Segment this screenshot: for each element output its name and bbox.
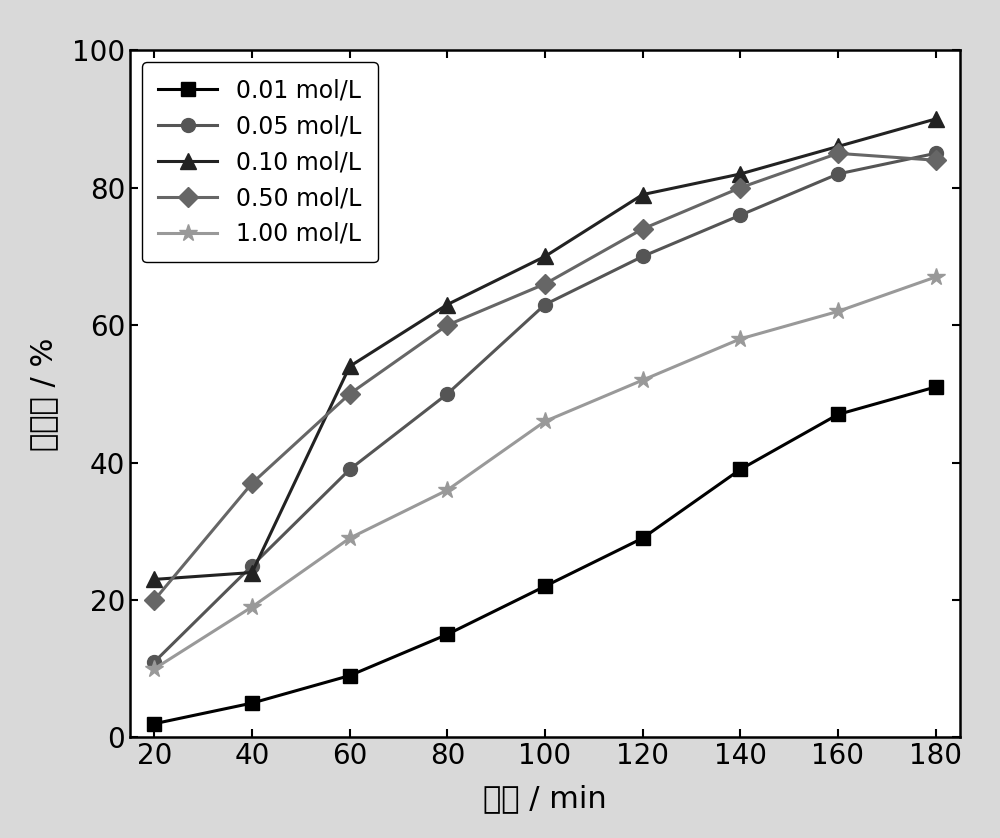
0.01 mol/L <box>832 410 844 420</box>
0.50 mol/L <box>148 595 160 605</box>
0.01 mol/L <box>148 719 160 729</box>
0.01 mol/L <box>734 464 746 474</box>
Y-axis label: 降解率 / %: 降解率 / % <box>29 337 58 451</box>
1.00 mol/L <box>637 375 649 385</box>
1.00 mol/L <box>441 485 453 495</box>
0.05 mol/L <box>539 299 551 309</box>
0.10 mol/L <box>344 361 356 371</box>
0.05 mol/L <box>832 169 844 179</box>
Line: 0.01 mol/L: 0.01 mol/L <box>147 380 943 731</box>
0.05 mol/L <box>441 389 453 399</box>
0.10 mol/L <box>246 567 258 577</box>
0.05 mol/L <box>930 148 942 158</box>
1.00 mol/L <box>832 307 844 317</box>
0.10 mol/L <box>637 189 649 199</box>
0.50 mol/L <box>539 279 551 289</box>
Line: 0.10 mol/L: 0.10 mol/L <box>147 111 943 587</box>
0.50 mol/L <box>832 148 844 158</box>
0.01 mol/L <box>344 670 356 680</box>
0.01 mol/L <box>441 629 453 639</box>
0.05 mol/L <box>344 464 356 474</box>
0.50 mol/L <box>734 183 746 193</box>
0.10 mol/L <box>832 142 844 152</box>
0.01 mol/L <box>539 582 551 592</box>
1.00 mol/L <box>246 602 258 612</box>
0.50 mol/L <box>637 224 649 234</box>
0.50 mol/L <box>344 389 356 399</box>
0.01 mol/L <box>637 533 649 543</box>
Line: 0.05 mol/L: 0.05 mol/L <box>147 147 943 669</box>
0.10 mol/L <box>148 574 160 584</box>
0.10 mol/L <box>930 114 942 124</box>
Legend: 0.01 mol/L, 0.05 mol/L, 0.10 mol/L, 0.50 mol/L, 1.00 mol/L: 0.01 mol/L, 0.05 mol/L, 0.10 mol/L, 0.50… <box>142 62 378 262</box>
0.05 mol/L <box>148 657 160 667</box>
0.01 mol/L <box>930 382 942 392</box>
1.00 mol/L <box>930 272 942 282</box>
0.05 mol/L <box>246 561 258 571</box>
1.00 mol/L <box>539 416 551 427</box>
0.50 mol/L <box>441 320 453 330</box>
0.10 mol/L <box>734 169 746 179</box>
0.05 mol/L <box>734 210 746 220</box>
0.10 mol/L <box>441 299 453 309</box>
0.10 mol/L <box>539 251 551 261</box>
0.50 mol/L <box>930 155 942 165</box>
X-axis label: 时间 / min: 时间 / min <box>483 784 607 813</box>
0.01 mol/L <box>246 698 258 708</box>
1.00 mol/L <box>344 533 356 543</box>
Line: 1.00 mol/L: 1.00 mol/L <box>145 268 945 678</box>
Line: 0.50 mol/L: 0.50 mol/L <box>147 147 943 607</box>
1.00 mol/L <box>734 334 746 344</box>
0.05 mol/L <box>637 251 649 261</box>
1.00 mol/L <box>148 664 160 674</box>
0.50 mol/L <box>246 478 258 489</box>
